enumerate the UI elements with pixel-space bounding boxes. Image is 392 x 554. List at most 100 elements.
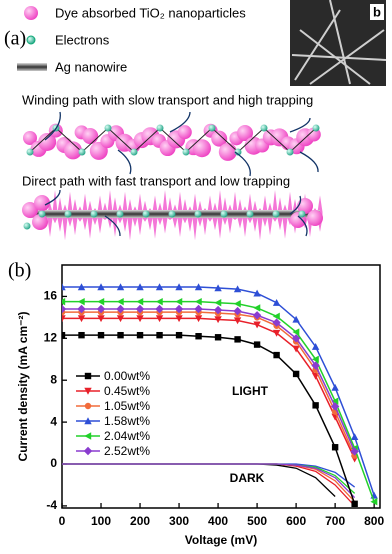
marker [194, 315, 203, 323]
marker [350, 433, 359, 440]
winding-cluster [23, 111, 321, 177]
marker [292, 315, 300, 323]
marker [253, 304, 261, 312]
legend-marker [84, 402, 92, 410]
marker [370, 498, 378, 506]
electron [298, 210, 306, 218]
marker [312, 402, 319, 409]
y-tick-label: -4 [46, 498, 57, 512]
marker [331, 444, 339, 451]
x-tick-label: 300 [169, 514, 189, 528]
arrow [169, 111, 191, 133]
electron [26, 148, 34, 156]
x-tick-label: 800 [364, 514, 384, 528]
marker [78, 331, 85, 339]
electron [168, 210, 176, 218]
electron [116, 210, 124, 218]
marker [194, 283, 203, 291]
arrow [234, 151, 251, 177]
legend-icon [24, 6, 38, 20]
y-tick-label: 16 [44, 289, 58, 303]
marker [136, 283, 144, 291]
marker [311, 355, 319, 363]
marker [292, 345, 300, 353]
marker [136, 315, 144, 323]
nanoparticle [64, 141, 82, 160]
marker [273, 351, 280, 359]
marker [175, 283, 183, 291]
dark-curve [62, 463, 356, 498]
marker [136, 297, 144, 306]
marker [291, 334, 301, 343]
marker [351, 500, 358, 508]
x-tick-label: 600 [286, 514, 306, 528]
nanoparticle [307, 210, 323, 226]
marker [156, 331, 163, 339]
marker [77, 315, 86, 323]
legend-text: Ag nanowire [55, 59, 127, 74]
marker [175, 297, 183, 306]
marker [97, 297, 105, 306]
light-curve [62, 311, 356, 456]
arrow [289, 117, 311, 133]
nanoparticle [297, 198, 313, 214]
marker [233, 285, 242, 293]
electron [156, 124, 164, 132]
marker [253, 321, 261, 329]
plot-frame [61, 264, 381, 509]
legend-marker [84, 372, 92, 380]
marker [330, 402, 340, 411]
electron [90, 210, 98, 218]
marker [174, 304, 184, 314]
marker [233, 317, 242, 325]
inset-wires [291, 0, 387, 85]
inset-label: b [373, 4, 381, 19]
marker [272, 329, 281, 337]
legend-icon [26, 35, 36, 45]
electron [23, 222, 31, 230]
electron [220, 210, 228, 218]
nanoparticle [211, 130, 228, 147]
marker [62, 315, 66, 323]
arrow [289, 195, 302, 215]
nanoparticle [193, 139, 211, 158]
x-tick-label: 200 [130, 514, 150, 528]
marker [155, 315, 164, 323]
light-curve [62, 308, 356, 452]
marker [311, 342, 320, 350]
y-tick-label: 8 [50, 372, 57, 386]
marker [252, 311, 262, 320]
marker [272, 299, 281, 306]
electron [272, 210, 280, 218]
legend-marker [83, 446, 93, 456]
legend-marker [84, 417, 92, 425]
marker [233, 300, 241, 308]
marker [116, 297, 124, 306]
nanoparticle [218, 142, 237, 161]
marker [214, 316, 222, 324]
y-tick-label: 0 [50, 456, 57, 470]
direct-cluster [22, 189, 323, 241]
marker [62, 297, 66, 306]
electron [286, 148, 294, 156]
marker [213, 305, 223, 315]
panel-label: (b) [8, 260, 31, 282]
arrow [299, 151, 319, 173]
electron [246, 210, 254, 218]
marker [292, 328, 300, 336]
electron [64, 210, 72, 218]
electron [260, 124, 268, 132]
path-caption: Direct path with fast transport and low … [22, 173, 290, 188]
nanoparticle [23, 131, 37, 145]
x-axis-label: Voltage (mV) [185, 533, 257, 547]
dark-curve [62, 463, 356, 507]
nanoparticle [32, 214, 48, 230]
marker [97, 331, 105, 339]
legend-label: 0.45wt% [104, 384, 150, 398]
y-axis-label: Current density (mA cm⁻²) [16, 312, 30, 462]
marker [77, 297, 85, 306]
marker [155, 297, 163, 306]
marker [116, 315, 125, 323]
light-curve [62, 317, 356, 460]
